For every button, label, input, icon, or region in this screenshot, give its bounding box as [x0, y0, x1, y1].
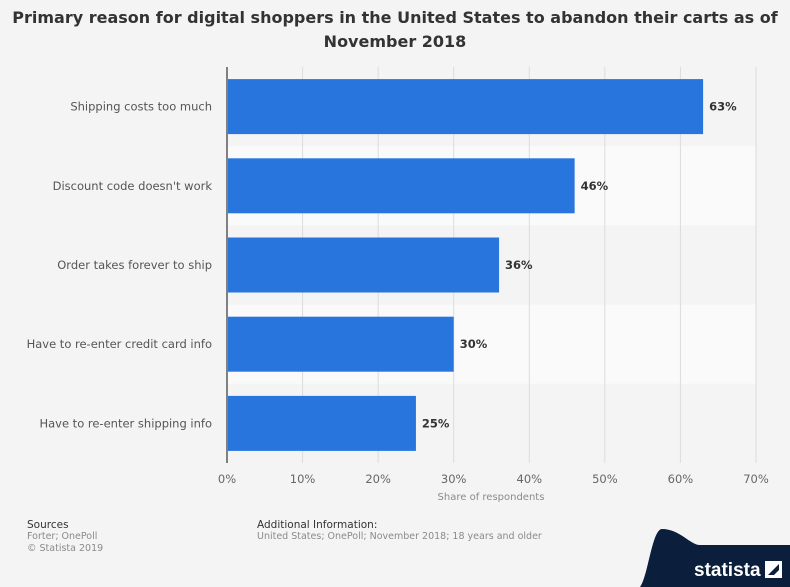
x-axis-title: Share of respondents [438, 492, 545, 503]
additional-info-text: United States; OnePoll; November 2018; 1… [257, 531, 542, 542]
x-tick-label: 40% [517, 472, 543, 486]
x-tick-label: 20% [365, 472, 391, 486]
statista-mark-icon [765, 561, 782, 578]
x-tick-label: 10% [290, 472, 316, 486]
copyright-text: © Statista 2019 [27, 543, 104, 554]
value-label: 25% [422, 416, 450, 430]
brand-backdrop [640, 529, 790, 587]
additional-info-heading: Additional Information: [257, 519, 378, 531]
x-tick-label: 50% [592, 472, 618, 486]
x-tick-label: 30% [441, 472, 467, 486]
category-label: Order takes forever to ship [57, 258, 212, 272]
x-tick-label: 60% [668, 472, 694, 486]
sources-text: Forter; OnePoll [27, 531, 98, 542]
bar [228, 79, 704, 135]
additional-info-block: Additional Information: United States; O… [257, 519, 542, 543]
category-label: Have to re-enter shipping info [39, 416, 212, 430]
x-tick-label: 70% [743, 472, 769, 486]
value-label: 30% [460, 337, 488, 351]
category-label: Shipping costs too much [70, 100, 212, 114]
value-label: 36% [505, 258, 533, 272]
brand-name: statista [694, 560, 761, 581]
statista-logo[interactable]: statista [640, 529, 790, 587]
sources-heading: Sources [27, 519, 69, 531]
sources-block: Sources Forter; OnePoll © Statista 2019 [27, 519, 103, 555]
chart-title: Primary reason for digital shoppers in t… [12, 8, 778, 51]
bar [228, 158, 575, 214]
category-label: Discount code doesn't work [53, 179, 213, 193]
bar [228, 316, 454, 372]
x-tick-label: 0% [218, 472, 236, 486]
value-label: 63% [709, 100, 737, 114]
bar [228, 237, 500, 293]
value-label: 46% [581, 179, 609, 193]
category-label: Have to re-enter credit card info [27, 337, 212, 351]
bar [228, 395, 416, 451]
